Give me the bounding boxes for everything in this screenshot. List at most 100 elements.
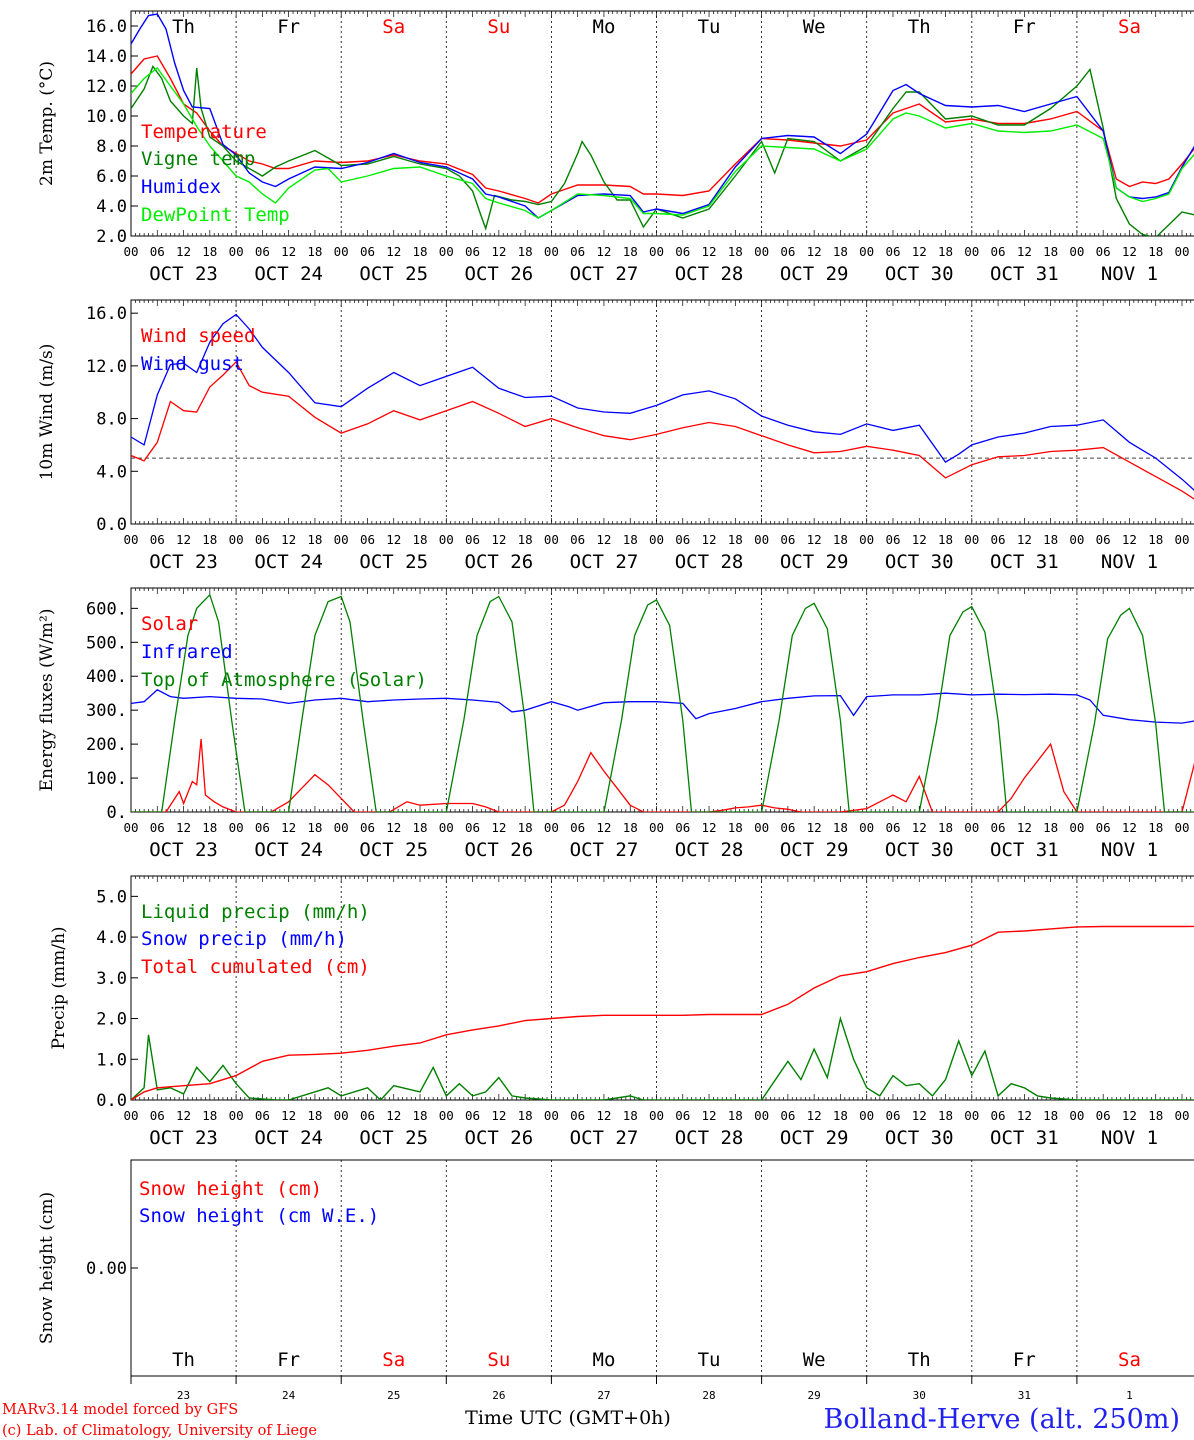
hour-tick-label: 12: [702, 820, 717, 835]
hour-tick-label: 18: [307, 532, 322, 547]
series-line-0: [131, 738, 1194, 812]
hour-tick-label: 06: [255, 1108, 270, 1123]
day-name: Su: [487, 16, 510, 38]
date-label: OCT 31: [990, 263, 1059, 285]
day-name: Fr: [277, 1349, 300, 1371]
date-label: OCT 23: [149, 839, 218, 861]
hour-tick-label: 06: [465, 244, 480, 259]
hour-tick-label: 18: [833, 532, 848, 547]
date-label: OCT 28: [675, 1127, 744, 1149]
hour-tick-label: 12: [912, 532, 927, 547]
hour-tick-label: 06: [255, 244, 270, 259]
hour-tick-label: 18: [728, 532, 743, 547]
hour-tick-label: 12: [596, 1108, 611, 1123]
y-tick-label: 3.0: [96, 969, 127, 989]
date-label: OCT 24: [254, 1127, 323, 1149]
date-label: OCT 30: [885, 839, 954, 861]
hour-tick-label: 00: [439, 820, 454, 835]
hour-tick-label: 00: [544, 1108, 559, 1123]
legend-entry: DewPoint Temp: [141, 204, 290, 226]
hour-tick-label: 00: [649, 820, 664, 835]
date-label: OCT 29: [780, 839, 849, 861]
date-label: OCT 27: [570, 839, 639, 861]
hour-tick-label: 00: [1174, 244, 1189, 259]
hour-tick-label: 12: [491, 244, 506, 259]
date-label: OCT 27: [570, 1127, 639, 1149]
hour-tick-label: 06: [150, 1108, 165, 1123]
hour-tick-label: 00: [334, 244, 349, 259]
hour-tick-label: 18: [623, 532, 638, 547]
hour-tick-label: 12: [912, 820, 927, 835]
y-tick-label: 5.0: [96, 887, 127, 907]
hour-tick-label: 18: [412, 244, 427, 259]
hour-tick-label: 06: [675, 532, 690, 547]
date-label: OCT 30: [885, 551, 954, 573]
y-tick-label: 600.: [86, 599, 127, 619]
copyright-credit: (c) Lab. of Climatology, University of L…: [2, 1423, 317, 1439]
date-label: OCT 29: [780, 263, 849, 285]
y-axis-title: 2m Temp. (°C): [37, 61, 57, 186]
panel-4: 00 06 12 18 00 06 12 18 00 06 12 18 00 06 12 18 00 06 12 18…: [49, 875, 1194, 1149]
hour-tick-label: 06: [570, 1108, 585, 1123]
date-label: OCT 28: [675, 551, 744, 573]
date-label: OCT 23: [149, 263, 218, 285]
hour-tick-label: 00: [439, 1108, 454, 1123]
hour-tick-label: 18: [202, 820, 217, 835]
hour-tick-label: 00: [1174, 532, 1189, 547]
day-name: Th: [908, 1349, 931, 1371]
legend-entry: Solar: [141, 613, 198, 635]
hour-tick-label: 06: [1096, 244, 1111, 259]
date-label: OCT 30: [885, 263, 954, 285]
hour-tick-label: 18: [1148, 532, 1163, 547]
hour-tick-label: 18: [728, 820, 743, 835]
hour-tick-label: 18: [728, 1108, 743, 1123]
legend-entry: Temperature: [141, 121, 267, 143]
hour-tick-label: 06: [150, 244, 165, 259]
hour-tick-label: 06: [150, 820, 165, 835]
series-group: [131, 13, 1194, 236]
hour-tick-label: 18: [307, 820, 322, 835]
hour-tick-label: 06: [885, 1108, 900, 1123]
hour-tick-label: 12: [807, 244, 822, 259]
day-name: Tu: [698, 1349, 721, 1371]
date-label: NOV 1: [1101, 1127, 1158, 1149]
hour-tick-label: 00: [544, 532, 559, 547]
series-line-1: [131, 689, 1194, 724]
legend-entry: Top of Atmosphere (Solar): [141, 669, 427, 691]
hour-tick-label: 00: [1174, 1108, 1189, 1123]
date-label: OCT 28: [675, 839, 744, 861]
hour-tick-label: 06: [991, 532, 1006, 547]
y-axis-title: Precip (mm/h): [49, 926, 69, 1049]
y-axis-title: Snow height (cm): [37, 1192, 57, 1344]
hour-tick-label: 00: [649, 1108, 664, 1123]
y-tick-label: 14.0: [86, 47, 127, 67]
date-label: NOV 1: [1101, 551, 1158, 573]
hour-tick-label: 00: [859, 820, 874, 835]
y-tick-label: 16.0: [86, 304, 127, 324]
y-tick-label: 16.0: [86, 17, 127, 37]
series-group: [131, 593, 1194, 812]
y-axis-title: Energy fluxes (W/m²): [37, 609, 57, 792]
day-name: Mo: [593, 16, 616, 38]
hour-tick-label: 12: [702, 244, 717, 259]
date-label: NOV 1: [1101, 839, 1158, 861]
date-label: NOV 1: [1101, 263, 1158, 285]
hour-tick-label: 06: [360, 1108, 375, 1123]
hour-tick-label: 06: [360, 244, 375, 259]
date-label: OCT 31: [990, 551, 1059, 573]
hour-tick-label: 18: [1043, 532, 1058, 547]
panel-1: 00 06 12 18 00 06 12 18 00 06 12 18 00 06 12 18 00 06 12 18…: [37, 10, 1194, 285]
y-tick-label: 4.0: [96, 462, 127, 482]
date-label: OCT 28: [675, 263, 744, 285]
hour-tick-label: 00: [229, 532, 244, 547]
hour-tick-label: 12: [176, 244, 191, 259]
day-name: Th: [172, 16, 195, 38]
hour-tick-label: 12: [386, 244, 401, 259]
y-tick-label: 6.0: [96, 167, 127, 187]
hour-tick-label: 00: [754, 1108, 769, 1123]
series-line-2: [131, 925, 1194, 1100]
hour-tick-label: 12: [281, 244, 296, 259]
day-name: We: [803, 16, 826, 38]
hour-tick-label: 12: [176, 532, 191, 547]
